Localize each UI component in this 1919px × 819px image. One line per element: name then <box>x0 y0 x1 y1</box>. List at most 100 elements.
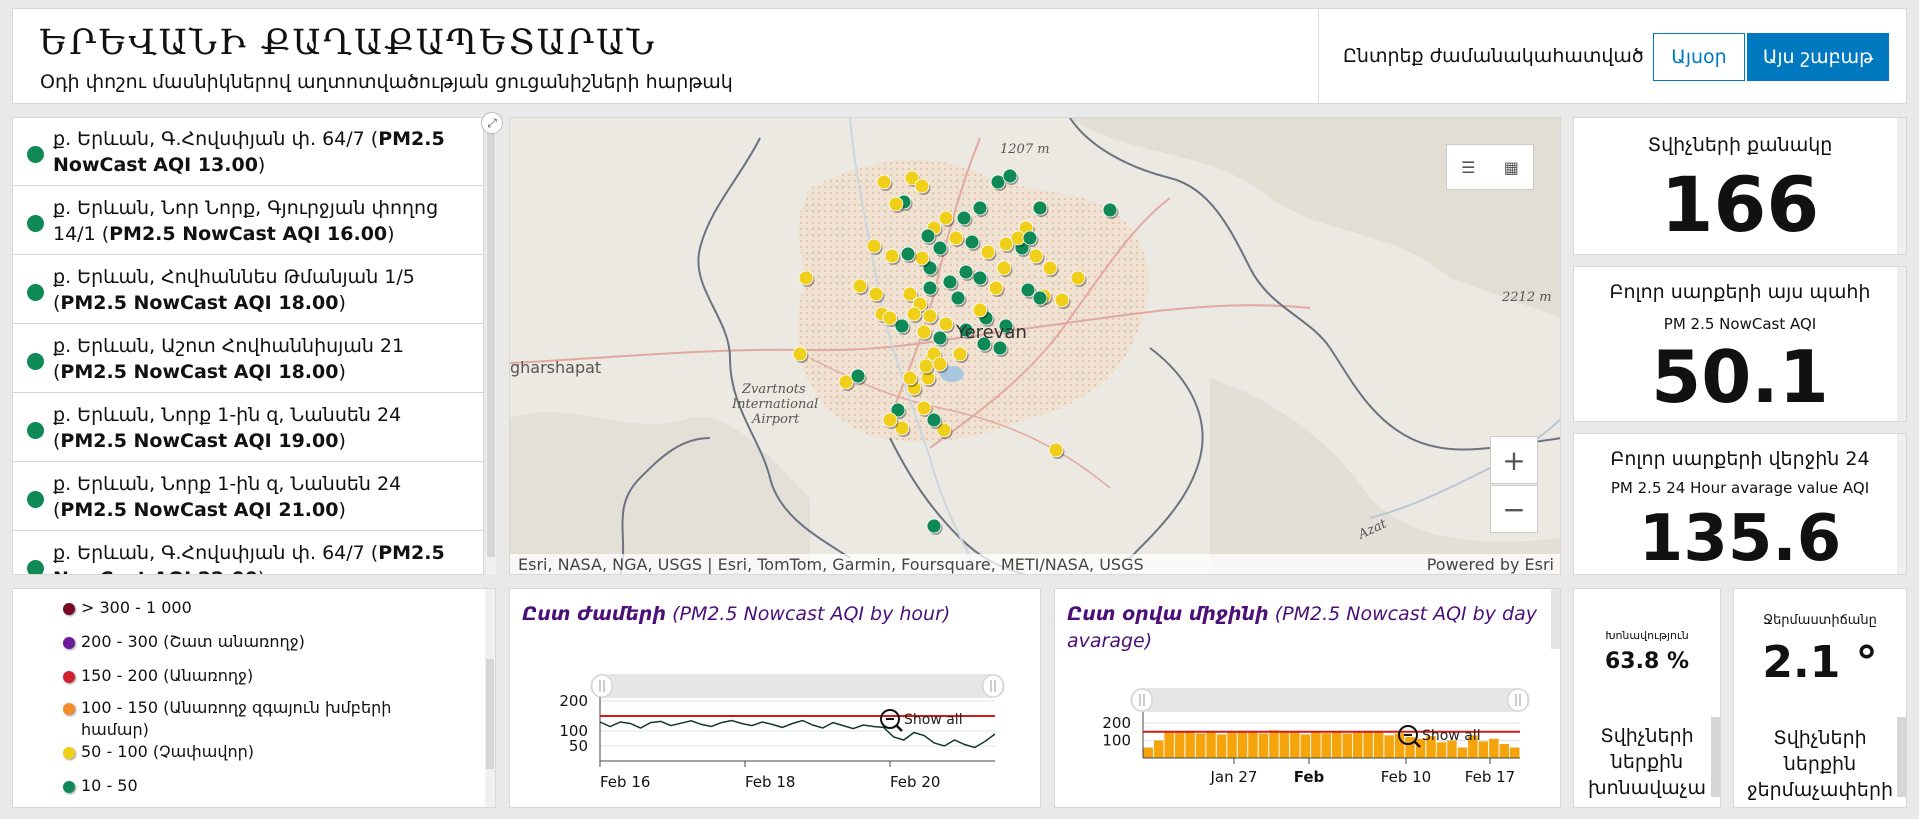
daily-bar[interactable] <box>1352 732 1363 758</box>
sensor-marker[interactable] <box>868 286 884 302</box>
powered-by-esri[interactable]: Powered by Esri <box>1426 555 1554 574</box>
sensor-marker[interactable] <box>996 260 1012 276</box>
station-list-item[interactable]: ք. Երևան, Հովհաննես Թմանյան 1/5 (PM2.5 N… <box>13 256 483 324</box>
indicator-scrollbar[interactable] <box>1897 267 1906 421</box>
daily-bar[interactable] <box>1154 740 1164 759</box>
sensor-marker[interactable] <box>948 230 964 246</box>
daily-bar[interactable] <box>1195 733 1206 759</box>
today-button[interactable]: Այսօր <box>1653 33 1745 81</box>
station-list-scrollbar[interactable] <box>486 117 496 575</box>
daily-bar[interactable] <box>1258 733 1269 759</box>
legend-list-icon[interactable]: ☰ <box>1461 157 1476 177</box>
sensor-marker[interactable] <box>938 316 954 332</box>
sensor-marker[interactable] <box>906 306 922 322</box>
sensor-marker[interactable] <box>866 238 882 254</box>
map[interactable]: 1207 m 2212 m Yerevan gharshapat Zvartno… <box>509 117 1561 575</box>
daily-bar[interactable] <box>1478 741 1489 758</box>
daily-bar[interactable] <box>1499 744 1510 758</box>
sensor-marker[interactable] <box>888 196 904 212</box>
sensor-marker[interactable] <box>922 260 938 276</box>
daily-slider-handle-left[interactable] <box>1131 688 1153 712</box>
sensor-marker[interactable] <box>792 346 808 362</box>
sensor-marker[interactable] <box>932 356 948 372</box>
station-list-item[interactable]: ք. Երևան, Նոր Նորք, Գյուրջյան փողոց 14/1… <box>13 187 483 255</box>
daily-bar[interactable] <box>1384 735 1394 759</box>
daily-bar[interactable] <box>1311 732 1321 758</box>
sensor-marker[interactable] <box>972 270 988 286</box>
daily-bar[interactable] <box>1510 747 1520 759</box>
daily-bar[interactable] <box>1405 737 1415 758</box>
sensor-marker[interactable] <box>894 318 910 334</box>
daily-bar[interactable] <box>1321 733 1332 758</box>
daily-bar[interactable] <box>1363 731 1373 759</box>
sensor-marker[interactable] <box>902 370 918 386</box>
sensor-marker[interactable] <box>914 178 930 194</box>
daily-bar[interactable] <box>1415 738 1426 759</box>
daily-bar[interactable] <box>1279 732 1290 758</box>
sensor-marker[interactable] <box>916 400 932 416</box>
station-list-scroll-thumb[interactable] <box>487 127 495 557</box>
daily-bar[interactable] <box>1174 732 1185 758</box>
sensor-marker[interactable] <box>988 280 1004 296</box>
daily-bar[interactable] <box>1426 736 1436 758</box>
sensor-marker[interactable] <box>900 246 916 262</box>
daily-bar[interactable] <box>1206 731 1216 759</box>
sensor-marker[interactable] <box>852 278 868 294</box>
indicator-scrollbar[interactable] <box>1897 434 1906 574</box>
daily-bar[interactable] <box>1332 731 1342 759</box>
sensor-marker[interactable] <box>882 310 898 326</box>
basemap-gallery-icon[interactable]: ▦ <box>1503 157 1519 177</box>
sensor-marker[interactable] <box>1022 230 1038 246</box>
daily-bar[interactable] <box>1216 734 1227 758</box>
hourly-series-line[interactable] <box>599 719 996 749</box>
sensor-marker[interactable] <box>952 346 968 362</box>
sensor-marker[interactable] <box>942 274 958 290</box>
sensor-marker[interactable] <box>976 336 992 352</box>
daily-range-slider[interactable] <box>1130 688 1530 712</box>
daily-bar[interactable] <box>1447 740 1457 759</box>
sensor-marker[interactable] <box>922 280 938 296</box>
sensor-marker[interactable] <box>904 170 920 186</box>
sensor-marker[interactable] <box>938 210 954 226</box>
sensor-marker[interactable] <box>1048 442 1064 458</box>
sensor-marker[interactable] <box>876 174 892 190</box>
sensor-marker[interactable] <box>998 318 1014 334</box>
sensor-marker[interactable] <box>902 286 918 302</box>
sensor-marker[interactable] <box>958 322 974 338</box>
daily-bar[interactable] <box>1248 731 1258 759</box>
station-list-item[interactable]: ք. Երևան, Գ.Հովսփյան փ. 64/7 (PM2.5 NowC… <box>13 532 483 574</box>
daily-chart-scrollbar[interactable] <box>1551 589 1560 649</box>
daily-bar[interactable] <box>1237 730 1248 758</box>
sensor-marker[interactable] <box>894 420 910 436</box>
daily-bar[interactable] <box>1227 732 1237 758</box>
daily-zoom-out-icon[interactable] <box>1398 725 1418 745</box>
daily-bar[interactable] <box>1342 733 1353 759</box>
sensor-marker[interactable] <box>1028 248 1044 264</box>
sensor-marker[interactable] <box>850 368 866 384</box>
sensor-marker[interactable] <box>1042 260 1058 276</box>
daily-bar[interactable] <box>1300 734 1311 758</box>
sensor-marker[interactable] <box>932 240 948 256</box>
station-list-item[interactable]: ք. Երևան, Գ.Հովսփյան փ. 64/7 (PM2.5 NowC… <box>13 118 483 186</box>
hourly-slider-handle-right[interactable] <box>982 674 1004 698</box>
sensor-marker[interactable] <box>1020 282 1036 298</box>
sensor-marker[interactable] <box>998 236 1014 252</box>
sensor-marker[interactable] <box>1032 290 1048 306</box>
sensor-marker[interactable] <box>926 412 942 428</box>
sensor-marker[interactable] <box>890 402 906 418</box>
daily-bar[interactable] <box>1489 738 1499 759</box>
sensor-marker[interactable] <box>1070 270 1086 286</box>
sensor-marker[interactable] <box>992 340 1008 356</box>
daily-bar[interactable] <box>1373 732 1384 758</box>
sensor-markers[interactable] <box>792 168 1119 535</box>
daily-bar[interactable] <box>1457 747 1468 759</box>
legend-scrollbar[interactable] <box>485 589 495 807</box>
sensor-marker[interactable] <box>932 330 948 346</box>
hourly-range-slider[interactable] <box>590 674 1005 698</box>
temperature-scrollbar[interactable] <box>1897 717 1906 797</box>
daily-bar[interactable] <box>1164 731 1174 759</box>
expand-icon[interactable]: ⤢ <box>481 112 503 134</box>
sensor-marker[interactable] <box>922 308 938 324</box>
sensor-marker[interactable] <box>920 228 936 244</box>
